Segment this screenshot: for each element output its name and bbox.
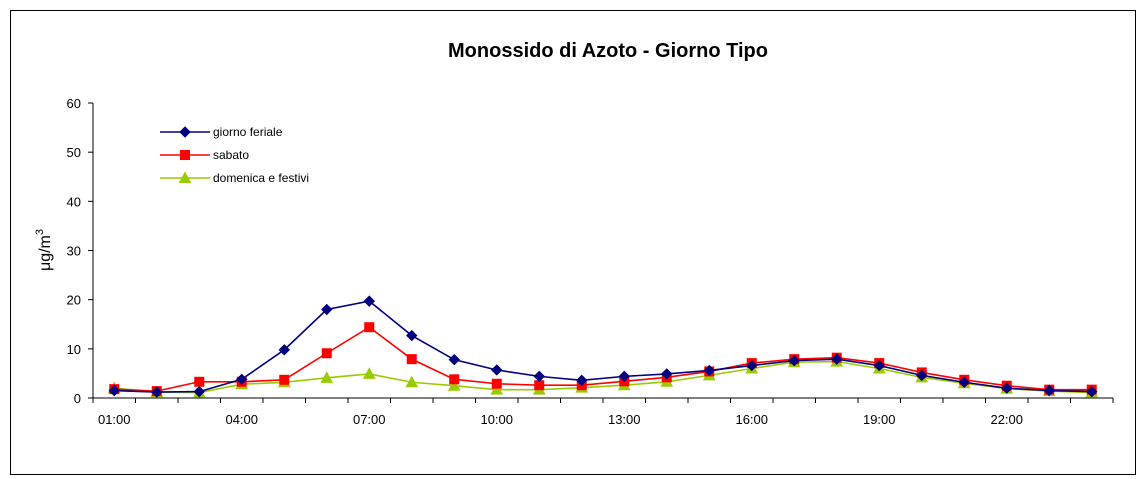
data-point-giorno-feriale bbox=[703, 364, 715, 377]
x-tick-label: 22:00 bbox=[990, 412, 1023, 427]
data-point-giorno-feriale bbox=[193, 385, 205, 398]
y-axis-label-superscript: 3 bbox=[34, 229, 46, 235]
y-axis-label-text: μg/m bbox=[37, 235, 54, 271]
y-tick-label: 50 bbox=[67, 145, 81, 160]
data-point-giorno-feriale bbox=[958, 376, 970, 388]
series-markers bbox=[107, 295, 1099, 398]
x-tick-label: 07:00 bbox=[353, 412, 386, 427]
legend-marker-sabato bbox=[180, 150, 190, 160]
data-point-sabato bbox=[194, 376, 205, 387]
x-tick-label: 10:00 bbox=[480, 412, 513, 427]
legend-label-giorno-feriale: giorno feriale bbox=[213, 125, 283, 139]
y-tick-label: 60 bbox=[67, 96, 81, 111]
svg-text:μg/m3: μg/m3 bbox=[34, 229, 54, 271]
data-point-giorno-feriale bbox=[491, 364, 503, 376]
data-point-giorno-feriale bbox=[916, 369, 928, 382]
data-point-sabato bbox=[491, 378, 502, 389]
data-point-domenica-e-festivi bbox=[362, 367, 376, 379]
data-point-sabato bbox=[321, 348, 332, 359]
series-line-sabato bbox=[114, 326, 1092, 392]
y-tick-label: 20 bbox=[67, 293, 81, 308]
data-point-giorno-feriale bbox=[746, 359, 758, 372]
data-point-domenica-e-festivi bbox=[490, 383, 504, 395]
data-point-giorno-feriale bbox=[661, 368, 673, 380]
data-point-sabato bbox=[279, 374, 290, 385]
data-point-domenica-e-festivi bbox=[447, 379, 461, 391]
x-tick-label: 01:00 bbox=[98, 412, 131, 427]
data-point-giorno-feriale bbox=[278, 344, 290, 356]
data-point-giorno-feriale bbox=[1086, 385, 1098, 398]
x-tick-label: 16:00 bbox=[735, 412, 768, 427]
y-tick-label: 0 bbox=[74, 391, 81, 406]
data-point-giorno-feriale bbox=[363, 295, 375, 307]
legend-marker-domenica-e-festivi bbox=[178, 171, 192, 183]
data-point-sabato bbox=[406, 354, 417, 365]
data-point-domenica-e-festivi bbox=[320, 371, 334, 383]
data-point-giorno-feriale bbox=[576, 374, 588, 387]
data-point-giorno-feriale bbox=[533, 370, 545, 383]
data-point-sabato bbox=[364, 322, 375, 333]
y-tick-label: 30 bbox=[67, 244, 81, 259]
series-lines bbox=[114, 300, 1092, 394]
x-tick-label: 19:00 bbox=[863, 412, 896, 427]
axes: 0 10 20 30 40 50 60 01:00 04:00 07:00 10:00 13:00 16… bbox=[67, 96, 1114, 427]
data-point-giorno-feriale bbox=[618, 370, 630, 383]
data-point-giorno-feriale bbox=[448, 353, 460, 366]
data-point-giorno-feriale bbox=[321, 303, 333, 316]
data-point-giorno-feriale bbox=[151, 386, 163, 398]
data-point-giorno-feriale bbox=[108, 384, 120, 397]
data-point-domenica-e-festivi bbox=[405, 375, 419, 388]
x-tick-label: 04:00 bbox=[225, 412, 258, 427]
data-point-giorno-feriale bbox=[873, 359, 885, 372]
data-point-giorno-feriale bbox=[1001, 382, 1013, 394]
y-tick-label: 10 bbox=[67, 342, 81, 357]
series-line-domenica-e-festivi bbox=[114, 360, 1092, 394]
data-point-giorno-feriale bbox=[1043, 384, 1055, 397]
y-tick-label: 40 bbox=[67, 194, 81, 209]
data-point-giorno-feriale bbox=[236, 373, 248, 386]
data-point-giorno-feriale bbox=[831, 353, 843, 365]
legend-label-sabato: sabato bbox=[213, 148, 249, 162]
chart-title: Monossido di Azoto - Giorno Tipo bbox=[448, 40, 768, 62]
legend-marker-giorno-feriale bbox=[179, 126, 191, 138]
data-point-giorno-feriale bbox=[406, 329, 418, 342]
legend-label-domenica-e-festivi: domenica e festivi bbox=[213, 171, 309, 185]
data-point-giorno-feriale bbox=[788, 354, 800, 367]
data-point-sabato bbox=[449, 374, 460, 385]
legend: giorno feriale sabato domenica e festivi bbox=[160, 125, 309, 185]
x-tick-label: 13:00 bbox=[608, 412, 641, 427]
series-line-giorno-feriale bbox=[114, 300, 1092, 393]
y-axis-label: μg/m3 bbox=[34, 229, 54, 271]
